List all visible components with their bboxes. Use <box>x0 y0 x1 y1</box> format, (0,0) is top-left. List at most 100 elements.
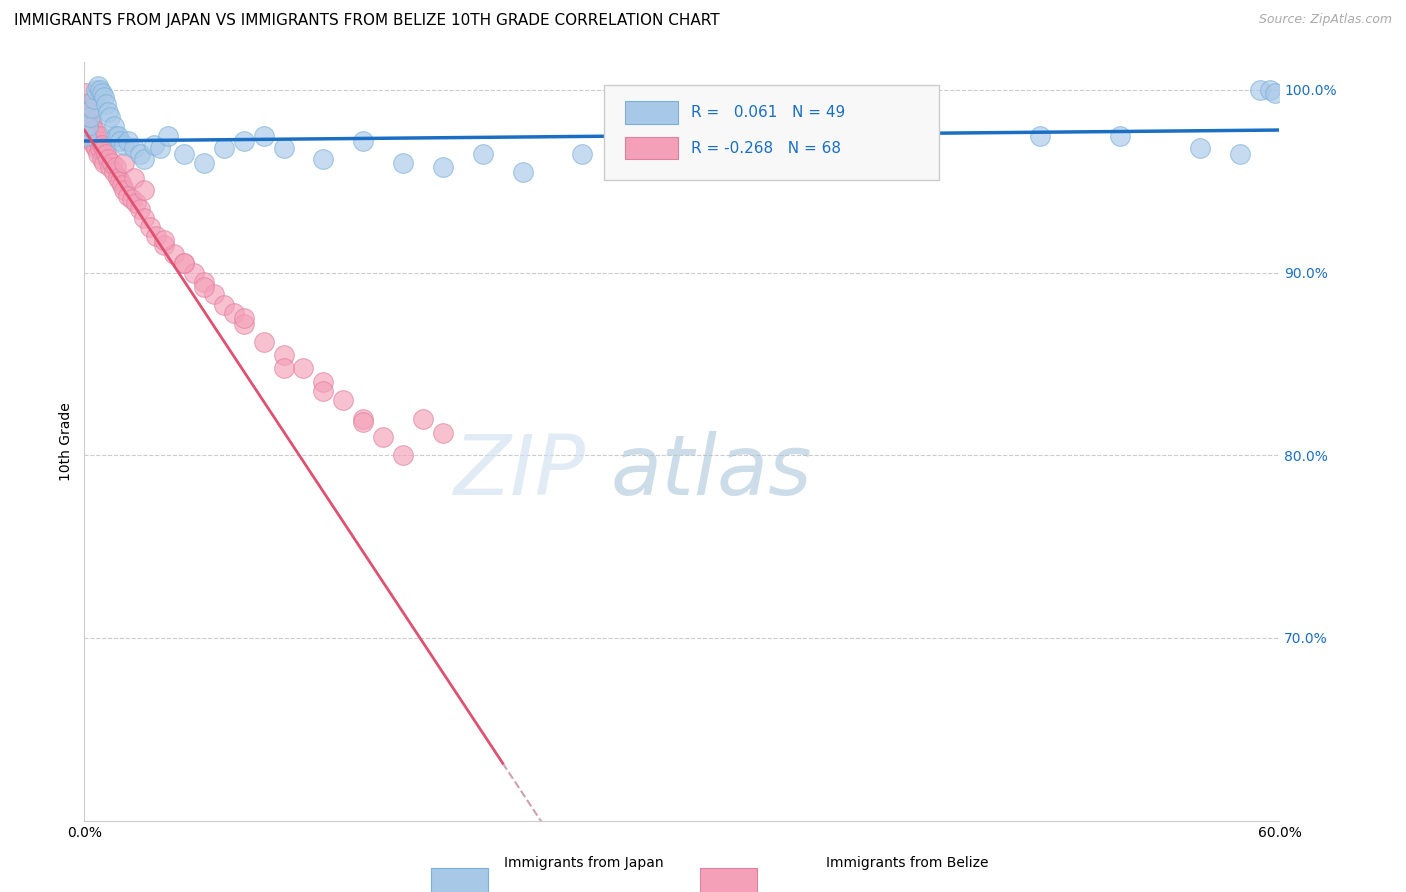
Point <box>273 141 295 155</box>
Point <box>87 79 110 94</box>
Point <box>98 110 121 124</box>
Point <box>193 275 215 289</box>
Point <box>1188 141 1211 155</box>
Text: R = -0.268   N = 68: R = -0.268 N = 68 <box>692 141 841 155</box>
Text: IMMIGRANTS FROM JAPAN VS IMMIGRANTS FROM BELIZE 10TH GRADE CORRELATION CHART: IMMIGRANTS FROM JAPAN VS IMMIGRANTS FROM… <box>14 13 720 29</box>
Point <box>1029 128 1052 143</box>
Point <box>82 120 104 134</box>
Point <box>101 156 124 170</box>
Point <box>770 141 793 155</box>
Point <box>93 156 115 170</box>
Point <box>129 202 152 216</box>
Point <box>352 134 374 148</box>
Point <box>77 120 100 134</box>
Point <box>105 160 128 174</box>
Point <box>83 123 105 137</box>
Point <box>86 83 108 97</box>
Point <box>253 334 276 349</box>
Point <box>232 317 254 331</box>
FancyBboxPatch shape <box>624 101 678 124</box>
Point <box>121 193 143 207</box>
Point <box>651 156 673 170</box>
Point <box>107 128 129 143</box>
Point <box>193 280 215 294</box>
Point <box>432 426 454 441</box>
Text: atlas: atlas <box>610 432 811 512</box>
Point <box>103 165 125 179</box>
Point <box>352 411 374 425</box>
Point <box>110 174 132 188</box>
Point <box>87 146 110 161</box>
Point <box>89 83 111 97</box>
Point <box>312 384 335 399</box>
Point <box>132 183 156 197</box>
Point <box>117 189 139 203</box>
Point <box>125 196 148 211</box>
Point <box>111 178 134 192</box>
Point <box>86 141 108 155</box>
Point <box>91 153 114 167</box>
Point <box>132 153 156 167</box>
Point <box>93 90 115 104</box>
FancyBboxPatch shape <box>432 869 488 892</box>
Point <box>79 128 101 143</box>
Point <box>82 101 104 115</box>
Point <box>75 128 97 143</box>
Text: R =   0.061   N = 49: R = 0.061 N = 49 <box>692 105 846 120</box>
Point <box>91 87 114 101</box>
Point <box>83 137 105 152</box>
Point <box>97 104 120 119</box>
Point <box>91 137 114 152</box>
Point <box>112 183 135 197</box>
Point <box>273 348 295 362</box>
Point <box>373 430 395 444</box>
Point <box>412 411 434 425</box>
Point <box>103 120 125 134</box>
Point <box>89 128 111 143</box>
Point <box>93 141 115 155</box>
Point <box>153 233 176 247</box>
Point <box>117 134 139 148</box>
Point <box>512 165 534 179</box>
Point <box>312 375 335 389</box>
FancyBboxPatch shape <box>605 85 939 180</box>
Point <box>352 415 374 429</box>
Point <box>79 116 101 130</box>
Point <box>1109 128 1132 143</box>
Y-axis label: 10th Grade: 10th Grade <box>59 402 73 481</box>
Point <box>86 128 108 143</box>
Point <box>202 287 225 301</box>
Point <box>139 219 162 234</box>
Point <box>143 137 166 152</box>
Text: ZIP: ZIP <box>454 432 586 512</box>
Point <box>273 360 295 375</box>
Point <box>471 146 494 161</box>
Point <box>571 146 593 161</box>
Point <box>122 141 145 155</box>
Point <box>97 153 120 167</box>
Point <box>392 448 415 462</box>
Point <box>392 156 415 170</box>
Point <box>132 211 156 225</box>
Point <box>75 87 97 101</box>
Point <box>232 311 254 326</box>
Point <box>122 170 145 185</box>
Point <box>910 137 932 152</box>
Point <box>232 134 254 148</box>
Point <box>253 128 276 143</box>
Point <box>110 134 132 148</box>
Point <box>75 97 97 112</box>
Point <box>851 146 873 161</box>
Point <box>112 156 135 170</box>
Point <box>112 137 135 152</box>
Point <box>1249 83 1271 97</box>
Point <box>96 146 118 161</box>
Point <box>1229 146 1251 161</box>
Point <box>193 156 215 170</box>
Point <box>79 110 101 124</box>
Point <box>77 104 100 119</box>
Text: Source: ZipAtlas.com: Source: ZipAtlas.com <box>1258 13 1392 27</box>
Point <box>212 298 235 312</box>
Point <box>173 256 195 270</box>
Point <box>153 238 176 252</box>
